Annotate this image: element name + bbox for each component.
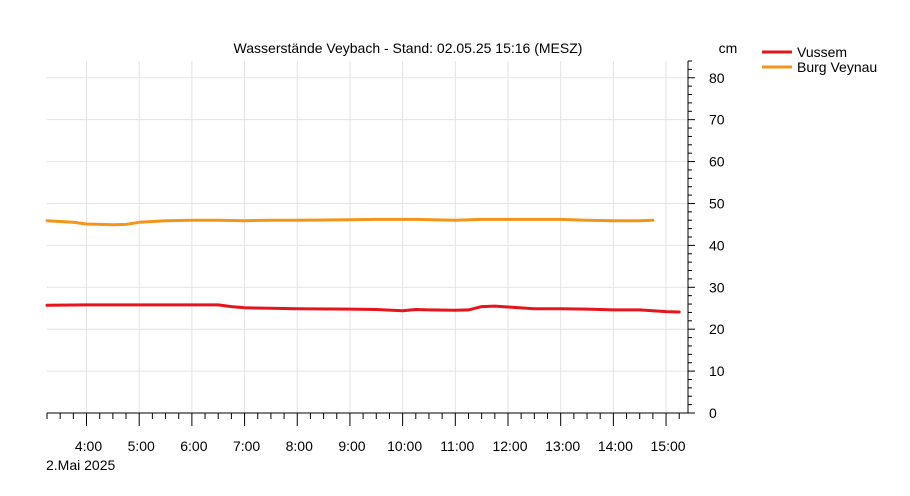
x-tick-label: 12:00 — [492, 438, 527, 454]
series-line-vussem — [45, 303, 681, 314]
x-tick-label: 15:00 — [651, 438, 686, 454]
chart-title: Wasserstände Veybach - Stand: 02.05.25 1… — [234, 40, 583, 56]
x-tick-label: 5:00 — [128, 438, 155, 454]
x-tick-label: 7:00 — [233, 438, 260, 454]
y-tick-label: 0 — [709, 405, 717, 421]
legend-item-vussem: Vussem — [762, 44, 847, 60]
x-tick-label: 13:00 — [545, 438, 580, 454]
legend-label-vussem: Vussem — [797, 44, 847, 60]
x-tick-label: 9:00 — [338, 438, 365, 454]
x-tick-label: 6:00 — [180, 438, 207, 454]
series — [45, 217, 681, 314]
x-tick-label: 10:00 — [387, 438, 422, 454]
labels: Wasserstände Veybach - Stand: 02.05.25 1… — [46, 40, 737, 473]
axes — [46, 60, 695, 426]
y-tick-label: 30 — [709, 279, 725, 295]
legend-label-burg-veynau: Burg Veynau — [797, 59, 877, 75]
series-line-burg-veynau — [45, 217, 655, 227]
y-tick-label: 60 — [709, 154, 725, 170]
y-tick-label: 70 — [709, 112, 725, 128]
y-tick-label: 10 — [709, 363, 725, 379]
y-tick-label: 50 — [709, 195, 725, 211]
y-tick-label: 20 — [709, 321, 725, 337]
y-axis-unit: cm — [719, 40, 738, 56]
x-tick-label: 14:00 — [598, 438, 633, 454]
y-tick-label: 80 — [709, 70, 725, 86]
x-tick-label: 8:00 — [286, 438, 313, 454]
date-label: 2.Mai 2025 — [46, 457, 115, 473]
y-tick-label: 40 — [709, 237, 725, 253]
grid — [47, 61, 688, 413]
x-tick-label: 11:00 — [440, 438, 474, 454]
legend: Vussem Burg Veynau — [762, 44, 877, 75]
x-tick-label: 4:00 — [75, 438, 102, 454]
legend-item-burg-veynau: Burg Veynau — [762, 59, 877, 75]
